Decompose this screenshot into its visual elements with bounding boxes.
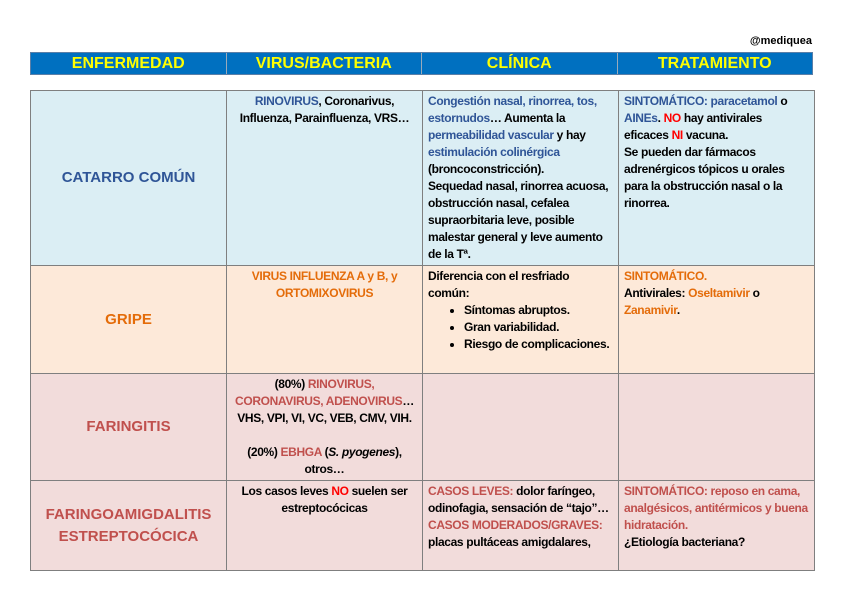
text-segment: EBHGA [280,445,322,459]
disease-table: CATARRO COMÚN RINOVIRUS, Coronarivus, Inf… [30,90,815,571]
clinica-cell: Congestión nasal, rinorrea, tos, estornu… [422,90,619,266]
text-segment: VIRUS INFLUENZA A y B, y ORTOMIXOVIRUS [251,269,398,300]
tratamiento-cell: SINTOMÁTICO: reposo en cama, analgésicos… [618,480,815,571]
disease-name-text: FARINGOAMIGDALITIS ESTREPTOCÓCICA [45,505,212,545]
text-segment: NO [331,484,349,498]
text-segment: Gran variabilidad. [464,320,560,334]
text-segment: o [749,286,760,300]
text-segment: dolor faríngeo, odinofagia, sensación de… [428,484,609,515]
paragraph: (20%) EBHGA (S. pyogenes), otros… [232,444,417,478]
text-segment: (80%) [274,377,308,391]
paragraph: (80%) RINOVIRUS, CORONAVIRUS, ADENOVIRUS… [232,376,417,427]
header-enfermedad: ENFERMEDAD [31,53,227,74]
table-row: GRIPE VIRUS INFLUENZA A y B, y ORTOMIXOVI… [30,265,815,374]
paragraph: Se pueden dar fármacos adrenérgicos tópi… [624,144,809,212]
disease-name: CATARRO COMÚN [30,90,227,266]
list-item: Síntomas abruptos. [464,302,613,319]
text-segment: permeabilidad vascular [428,128,554,142]
virus-cell: VIRUS INFLUENZA A y B, y ORTOMIXOVIRUS [226,265,423,374]
paragraph: CASOS MODERADOS/GRAVES: placas pultáceas… [428,517,613,551]
text-segment: SINTOMÁTICO. [624,269,707,283]
paragraph: VIRUS INFLUENZA A y B, y ORTOMIXOVIRUS [232,268,417,302]
virus-cell: RINOVIRUS, Coronarivus, Influenza, Parai… [226,90,423,266]
clinica-cell [422,373,619,481]
disease-name-text: GRIPE [105,310,152,328]
author-handle: @mediquea [749,35,812,47]
clinica-cell: Diferencia con el resfriado común:Síntom… [422,265,619,374]
text-segment: AINEs [624,111,658,125]
text-segment: SINTOMÁTICO: reposo en cama, analgésicos… [624,484,808,532]
paragraph: Diferencia con el resfriado común: [428,268,613,302]
text-segment: , Coronarivus, Influenza, Parainfluenza,… [239,94,410,125]
disease-name-text: CATARRO COMÚN [61,169,196,186]
text-segment: RINOVIRUS, CORONAVIRUS, ADENOVIRUS [235,377,403,408]
paragraph: Antivirales: Oseltamivir o Zanamivir. [624,285,809,319]
text-segment: Antivirales: [624,286,689,300]
list-item: Riesgo de complicaciones. [464,336,613,353]
disease-name: FARINGOAMIGDALITIS ESTREPTOCÓCICA [30,480,227,571]
disease-name: FARINGITIS [30,373,227,481]
paragraph: CASOS LEVES: dolor faríngeo, odinofagia,… [428,483,613,517]
clinica-cell: CASOS LEVES: dolor faríngeo, odinofagia,… [422,480,619,571]
text-segment: Congestión nasal, rinorrea, tos, estornu… [428,94,597,125]
paragraph: SINTOMÁTICO. [624,268,809,285]
paragraph: ¿Etiología bacteriana? [624,534,809,551]
paragraph: Sequedad nasal, rinorrea acuosa, obstruc… [428,178,613,263]
text-segment: estimulación colinérgica [428,145,560,159]
text-segment: o [777,94,788,108]
tratamiento-cell: SINTOMÁTICO: paracetamol o AINEs. NO hay… [618,90,815,266]
text-segment: placas pultáceas amigdalares, [428,535,591,549]
text-segment: NI [671,128,684,142]
text-segment: vacuna. [682,128,729,142]
text-segment: (20%) [247,445,281,459]
text-segment: ( [321,445,329,459]
disease-name: GRIPE [30,265,227,374]
text-segment: ), otros… [304,445,403,476]
text-segment: . [657,111,664,125]
text-segment: Oseltamivir [688,286,750,300]
table-header: ENFERMEDAD VIRUS/BACTERIA CLÍNICA TRATAM… [30,52,813,75]
text-segment: Sequedad nasal, rinorrea acuosa, obstruc… [428,179,609,261]
text-segment: suelen ser estreptocócicas [281,484,408,515]
table-row: FARINGITIS (80%) RINOVIRUS, CORONAVIRUS, … [30,373,815,481]
tratamiento-cell: SINTOMÁTICO. Antivirales: Oseltamivir o Z… [618,265,815,374]
text-segment: (broncoconstricción). [428,162,544,176]
list-item: Gran variabilidad. [464,319,613,336]
text-segment: S. pyogenes [328,445,396,459]
paragraph: SINTOMÁTICO: paracetamol o AINEs. NO hay… [624,93,809,144]
header-tratamiento: TRATAMIENTO [657,55,772,72]
text-segment: CASOS LEVES: [428,484,514,498]
text-segment: CASOS MODERADOS/GRAVES: [428,518,603,532]
text-segment: hay antivirales eficaces [624,111,763,142]
text-segment: . [676,303,680,317]
text-segment: ¿Etiología bacteriana? [624,535,745,549]
text-segment: NO [663,111,682,125]
text-segment: … Aumenta la [489,111,566,125]
text-segment: Se pueden dar fármacos adrenérgicos tópi… [624,145,785,210]
paragraph: Los casos leves NO suelen ser estreptocó… [232,483,417,517]
header-clinica: CLÍNICA [422,53,618,74]
text-segment: Zanamivir [624,303,677,317]
text-segment: Diferencia con el resfriado común: [428,269,570,300]
bullet-list: Síntomas abruptos. Gran variabilidad. Ries… [428,302,613,353]
text-segment: Síntomas abruptos. [464,303,570,317]
paragraph: SINTOMÁTICO: reposo en cama, analgésicos… [624,483,809,534]
header-virus-bacteria: VIRUS/BACTERIA [227,53,422,74]
table-row: FARINGOAMIGDALITIS ESTREPTOCÓCICA Los cas… [30,480,815,571]
text-segment: SINTOMÁTICO: paracetamol [624,94,778,108]
paragraph: RINOVIRUS, Coronarivus, Influenza, Parai… [232,93,417,127]
text-segment: y hay [553,128,586,142]
text-segment: … VHS, VPI, VI, VC, VEB, CMV, VIH. [237,394,414,425]
paragraph: Congestión nasal, rinorrea, tos, estornu… [428,93,613,178]
text-segment: RINOVIRUS [254,94,319,108]
virus-cell: (80%) RINOVIRUS, CORONAVIRUS, ADENOVIRUS… [226,373,423,481]
virus-cell: Los casos leves NO suelen ser estreptocó… [226,480,423,571]
text-segment: Riesgo de complicaciones. [464,337,610,351]
disease-name-text: FARINGITIS [86,418,171,435]
table-row: CATARRO COMÚN RINOVIRUS, Coronarivus, Inf… [30,90,815,266]
text-segment: Los casos leves [241,484,332,498]
tratamiento-cell [618,373,815,481]
